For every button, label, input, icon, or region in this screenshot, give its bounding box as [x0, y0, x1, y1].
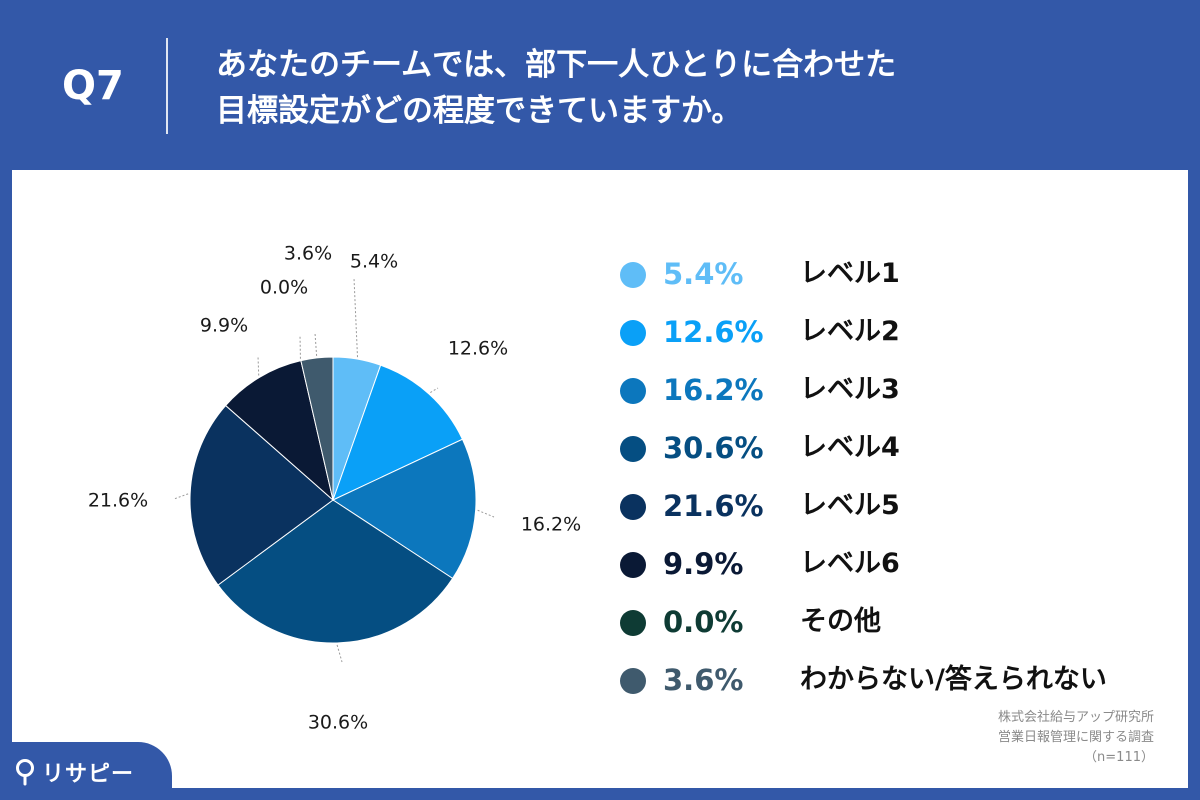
legend-value: 12.6%: [663, 315, 764, 349]
legend-label: レベル3: [800, 374, 900, 405]
legend-label: わからない/答えられない: [800, 664, 1107, 695]
header-divider: [166, 38, 168, 134]
legend-label: レベル5: [800, 490, 900, 521]
legend-value: 21.6%: [663, 489, 764, 523]
slice-label: 16.2%: [521, 514, 581, 536]
legend-swatch: [620, 320, 646, 346]
question-line-2: 目標設定がどの程度できていますか。: [216, 93, 743, 129]
pie-slice: [300, 356, 334, 501]
legend-value: 0.0%: [663, 605, 744, 639]
leader-line: [314, 332, 318, 356]
legend-swatch: [620, 494, 646, 520]
question-text: あなたのチームでは、部下一人ひとりに合わせた 目標設定がどの程度できていますか。: [216, 42, 1156, 134]
legend-item: 21.6% レベル5: [620, 480, 1180, 538]
legend-value: 16.2%: [663, 373, 764, 407]
source-survey: 営業日報管理に関する調査: [997, 730, 1154, 745]
legend-swatch: [620, 436, 646, 462]
source-note: 株式会社給与アップ研究所 営業日報管理に関する調査 （n=111）: [998, 708, 1154, 768]
slice-label: 30.6%: [308, 712, 368, 734]
legend-label: レベル1: [800, 258, 900, 289]
source-company: 株式会社給与アップ研究所: [997, 710, 1154, 725]
legend-swatch: [620, 668, 646, 694]
legend-item: 30.6% レベル4: [620, 422, 1180, 480]
legend-swatch: [620, 378, 646, 404]
pie-slice: [331, 438, 477, 580]
header: Q7 あなたのチームでは、部下一人ひとりに合わせた 目標設定がどの程度できていま…: [0, 0, 1200, 170]
slice-label: 9.9%: [200, 315, 248, 337]
legend-swatch: [620, 552, 646, 578]
source-sample-size: （n=111）: [1084, 750, 1154, 765]
leader-line: [257, 355, 260, 376]
leader-line: [336, 644, 343, 663]
leader-line: [353, 277, 359, 358]
pie-slice: [217, 499, 454, 644]
legend-item: 5.4% レベル1: [620, 248, 1180, 306]
legend-label: その他: [800, 606, 881, 637]
legend-value: 3.6%: [663, 663, 744, 697]
leader-line: [173, 493, 189, 500]
slice-label: 0.0%: [260, 277, 308, 299]
legend: 5.4% レベル1 12.6% レベル2 16.2% レベル3 30.6% レベ…: [620, 248, 1180, 712]
legend-value: 9.9%: [663, 547, 744, 581]
legend-item: 9.9% レベル6: [620, 538, 1180, 596]
brand-tab: [0, 742, 172, 800]
slice-label: 21.6%: [88, 490, 148, 512]
question-number: Q7: [62, 63, 124, 109]
legend-item: 3.6% わからない/答えられない: [620, 654, 1180, 712]
chart-card: 5.4% 12.6% 16.2% 30.6% 21.6% 9.9% 0.0% 3.6% 5.4…: [12, 170, 1188, 788]
legend-item: 12.6% レベル2: [620, 306, 1180, 364]
legend-value: 5.4%: [663, 257, 744, 291]
legend-swatch: [620, 610, 646, 636]
pie-slice: [189, 404, 334, 586]
pie-chart: 5.4% 12.6% 16.2% 30.6% 21.6% 9.9% 0.0% 3.6%: [88, 243, 581, 734]
slice-label: 12.6%: [448, 338, 508, 360]
leader-line: [477, 509, 495, 518]
legend-item: 0.0% その他: [620, 596, 1180, 654]
legend-item: 16.2% レベル3: [620, 364, 1180, 422]
brand-logo[interactable]: リサピー: [14, 754, 134, 790]
legend-swatch: [620, 262, 646, 288]
pie-slice: [224, 360, 334, 502]
slice-label: 5.4%: [350, 251, 398, 273]
legend-label: レベル4: [800, 432, 900, 463]
legend-label: レベル2: [800, 316, 900, 347]
magnifier-pin-icon: [16, 759, 34, 786]
brand-name: リサピー: [42, 762, 135, 787]
slice-label: 3.6%: [284, 243, 332, 265]
question-line-1: あなたのチームでは、部下一人ひとりに合わせた: [216, 47, 897, 83]
leader-line: [430, 387, 439, 393]
pie-slice: [332, 364, 464, 501]
legend-value: 30.6%: [663, 431, 764, 465]
legend-label: レベル6: [800, 548, 900, 579]
